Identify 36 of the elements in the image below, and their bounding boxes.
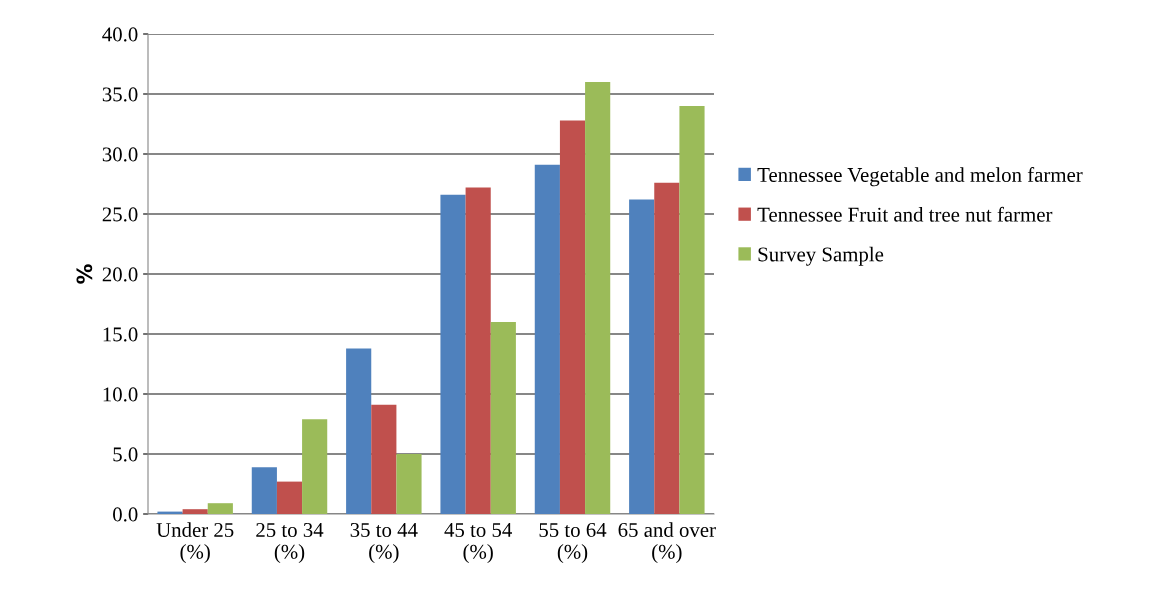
- x-tick-label: 35 to 44 (%): [350, 522, 418, 564]
- bar: [559, 120, 586, 514]
- y-tick-label: 10.0: [103, 387, 138, 402]
- y-tick-label: 5.0: [113, 447, 138, 462]
- bar: [276, 481, 303, 514]
- bar: [302, 419, 328, 514]
- bar: [371, 404, 397, 514]
- legend-label: Tennessee Vegetable and melon farmer: [757, 167, 1083, 187]
- x-tick-label: 55 to 64 (%): [539, 522, 607, 564]
- bar: [251, 467, 277, 514]
- bar: [534, 164, 560, 514]
- bar: [440, 194, 466, 514]
- y-tick-label: 35.0: [102, 87, 138, 102]
- x-tick-label: 65 and over (%): [618, 522, 716, 564]
- bar: [585, 82, 611, 514]
- y-tick-label: 20.0: [102, 267, 138, 282]
- bar: [346, 348, 372, 514]
- bar: [654, 182, 680, 514]
- bar: [396, 454, 422, 514]
- y-tick-label: 0.0: [113, 507, 138, 522]
- y-tick-label: 30.0: [102, 147, 138, 162]
- y-tick-label: 15.0: [103, 327, 138, 342]
- legend-label: Survey Sample: [758, 246, 884, 266]
- y-tick-label: 40.0: [102, 27, 138, 42]
- bar: [490, 322, 516, 514]
- bar: [679, 106, 705, 514]
- x-tick-label: 25 to 34 (%): [256, 522, 324, 564]
- legend-label: Tennessee Fruit and tree nut farmer: [757, 206, 1053, 222]
- bar: [207, 503, 233, 514]
- x-tick-label: 45 to 54 (%): [444, 523, 512, 564]
- bar: [629, 199, 655, 514]
- bar: [465, 187, 491, 514]
- bar: [182, 509, 208, 514]
- y-axis-title: %: [76, 264, 93, 284]
- x-tick-label: Under 25 (%): [156, 522, 234, 564]
- y-tick-label: 25.0: [102, 207, 138, 222]
